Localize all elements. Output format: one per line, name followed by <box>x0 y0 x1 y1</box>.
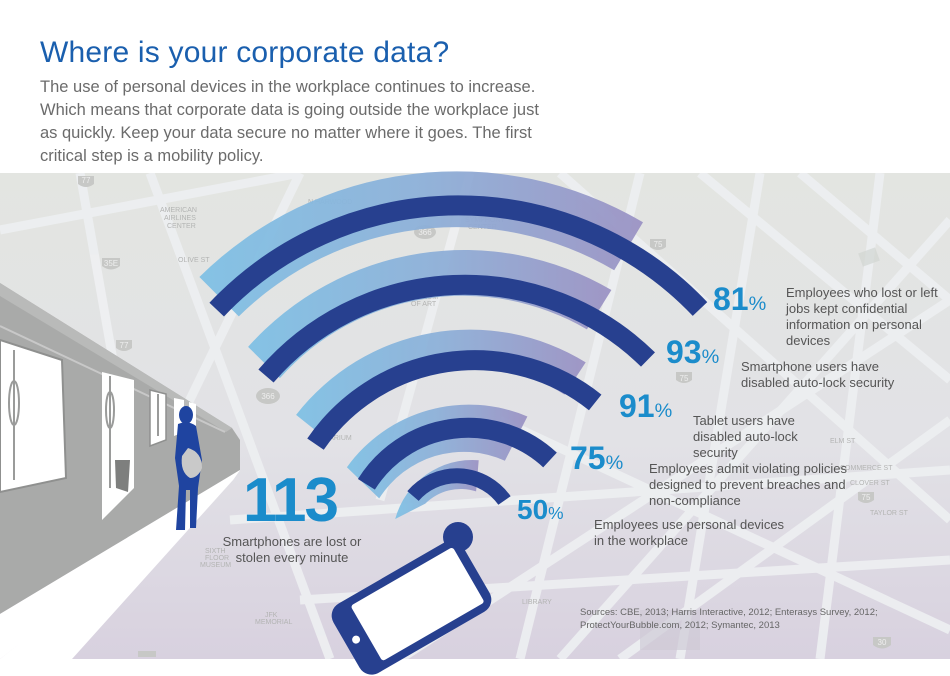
svg-text:JFK: JFK <box>265 612 278 619</box>
stat-label-smartphone-autolock: Smartphone users have disabled auto-lock… <box>741 359 895 390</box>
svg-text:366: 366 <box>418 228 432 237</box>
signal-arc-5 <box>407 468 511 506</box>
svg-text:ELM ST: ELM ST <box>830 438 856 445</box>
intro-paragraph: The use of personal devices in the workp… <box>40 78 539 165</box>
stat-value-lost-jobs: 81% <box>713 281 767 317</box>
svg-text:LIBRARY: LIBRARY <box>522 599 552 606</box>
svg-text:AMERICAN: AMERICAN <box>160 207 197 214</box>
sources-citation: Sources: CBE, 2013; Harris Interactive, … <box>580 607 878 631</box>
svg-text:CENTER: CENTER <box>167 223 196 230</box>
svg-text:COMMERCE ST: COMMERCE ST <box>840 465 893 472</box>
stat-label-lost-jobs: Employees who lost or left jobs kept con… <box>786 285 938 348</box>
svg-text:75: 75 <box>862 493 871 502</box>
svg-text:35E: 35E <box>104 259 118 268</box>
headline-stat-value: 113 <box>243 466 339 535</box>
stat-value-smartphone-autolock: 93% <box>666 334 720 370</box>
svg-text:FLOOR: FLOOR <box>205 555 229 562</box>
svg-text:30: 30 <box>878 638 887 647</box>
signal-arc-3 <box>307 350 602 450</box>
headline-stat-label: Smartphones are lost or stolen every min… <box>222 534 362 565</box>
stat-label-personal-devices: Employees use personal devices in the wo… <box>594 517 785 548</box>
svg-text:MEMORIAL: MEMORIAL <box>255 619 292 626</box>
stat-value-policy-violation: 75% <box>570 440 624 476</box>
svg-text:MUSEUM: MUSEUM <box>200 562 231 569</box>
page-title: Where is your corporate data? <box>40 36 450 69</box>
svg-text:AQUARIUM: AQUARIUM <box>314 435 352 442</box>
svg-text:CLOVER ST: CLOVER ST <box>850 480 890 487</box>
stat-label-tablet-autolock: Tablet users have disabled auto-lock sec… <box>693 413 798 460</box>
svg-text:77: 77 <box>120 341 129 350</box>
svg-text:75: 75 <box>654 240 663 249</box>
stat-value-tablet-autolock: 91% <box>619 388 673 424</box>
wifi-signal-graphic <box>199 171 708 552</box>
svg-text:SIXTH: SIXTH <box>205 548 226 555</box>
signal-arc-2 <box>258 274 655 383</box>
svg-text:OLIVE ST: OLIVE ST <box>178 257 210 264</box>
svg-text:366: 366 <box>261 392 275 401</box>
commuter-figure <box>175 406 202 530</box>
svg-text:TAYLOR ST: TAYLOR ST <box>870 510 909 517</box>
stat-value-personal-devices: 50% <box>517 494 564 525</box>
signal-arc-4 <box>357 417 557 490</box>
svg-text:OF ART: OF ART <box>411 301 437 308</box>
smartphone-icon <box>331 540 492 675</box>
svg-text:77: 77 <box>82 176 91 185</box>
svg-text:75: 75 <box>680 374 689 383</box>
signal-arc-1 <box>209 195 708 317</box>
stat-label-policy-violation: Employees admit violating policies desig… <box>649 461 847 508</box>
svg-text:AIRLINES: AIRLINES <box>164 215 196 222</box>
